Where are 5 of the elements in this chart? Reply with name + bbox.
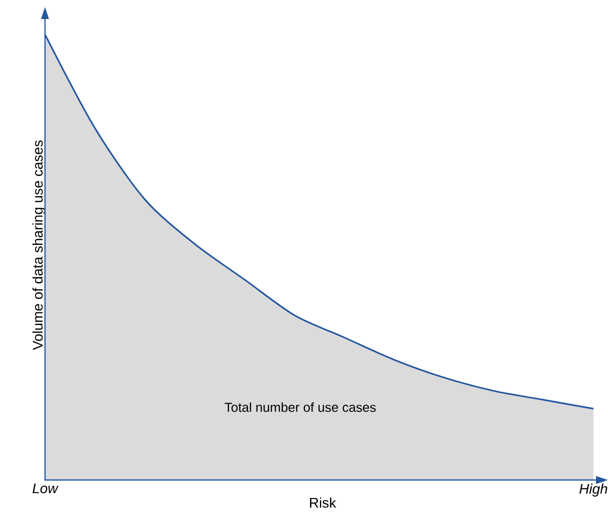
- annotation: Total number of use cases: [224, 402, 376, 412]
- x-tick-label: High: [579, 484, 608, 497]
- y-axis-title: Volume of data sharing use cases: [32, 140, 46, 350]
- x-axis-title: Risk: [310, 497, 336, 508]
- x-tick-label: Low: [32, 484, 59, 494]
